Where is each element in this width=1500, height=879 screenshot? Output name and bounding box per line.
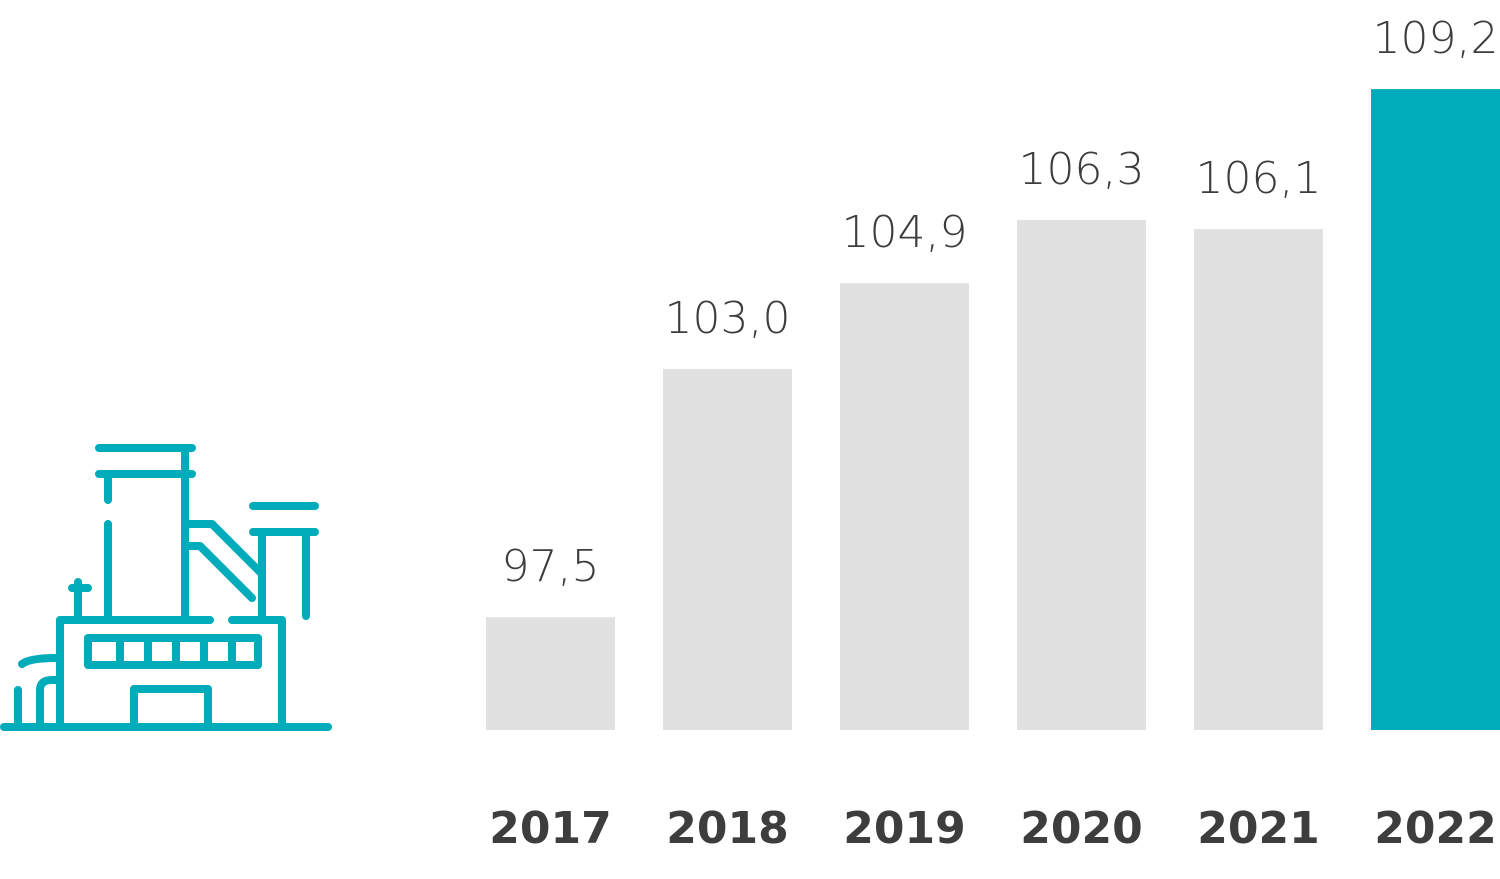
bar [1017,219,1146,730]
bar [486,617,615,730]
value-label: 104,9 [842,207,968,258]
x-tick-label: 2019 [843,803,965,854]
value-label: 106,3 [1019,144,1145,195]
value-label: 103,0 [665,293,791,344]
value-label: 109,2 [1373,13,1499,64]
value-label: 97,5 [502,541,600,592]
bar [1194,229,1323,730]
x-tick-label: 2021 [1197,803,1319,854]
x-tick-label: 2018 [666,803,788,854]
bar [663,368,792,730]
x-tick-label: 2017 [489,803,611,854]
bar [1371,89,1500,730]
x-tick-label: 2020 [1020,803,1142,854]
value-label: 106,1 [1196,153,1322,204]
factory-icon [0,444,332,731]
x-tick-label: 2022 [1374,803,1496,854]
bar [840,283,969,730]
